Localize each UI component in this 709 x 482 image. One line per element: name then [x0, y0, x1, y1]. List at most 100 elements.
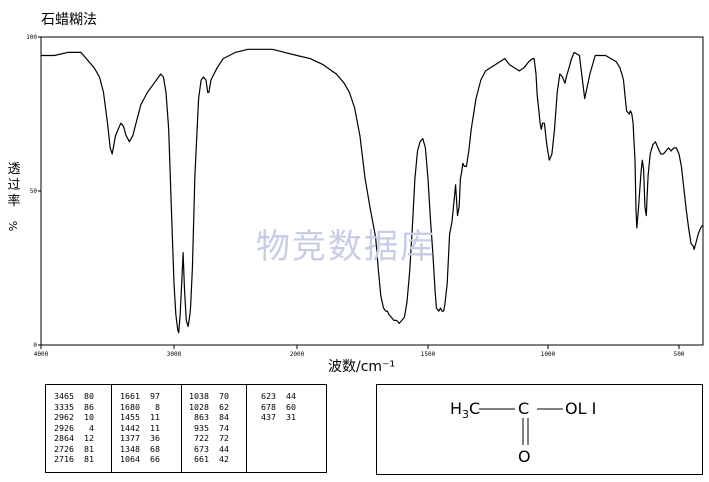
peak-table-row: 661 42 — [189, 454, 229, 465]
watermark-text: 物竞数据库 — [256, 227, 436, 267]
peak-table-divider — [181, 385, 182, 472]
peak-transmittance: 8 — [139, 401, 160, 412]
peak-transmittance: 10 — [73, 412, 94, 422]
peak-table-row: 1028 62 — [189, 402, 229, 413]
peak-transmittance: 11 — [139, 412, 160, 422]
peak-wavenumber: 673 — [189, 443, 209, 454]
peak-wavenumber: 1064 — [120, 454, 140, 464]
y-tick-label: 100 — [26, 34, 37, 41]
peak-table-row: 1661 97 — [120, 391, 160, 402]
peak-table: 3465 80 3335 86 2962 10 2926 4 2864 12 2726 8… — [45, 384, 327, 473]
peak-table-column: 1038 70 1028 62 863 84 935 74 722 72 673 … — [189, 391, 229, 465]
peak-wavenumber: 1038 — [189, 391, 209, 401]
peak-table-row: 1680 8 — [120, 402, 160, 413]
peak-table-row: 2726 81 — [54, 444, 94, 455]
peak-transmittance: 74 — [208, 422, 229, 433]
structure-subscript-3: 3 — [462, 408, 470, 422]
y-tick-label: 50 — [30, 188, 38, 195]
peak-wavenumber: 2926 — [54, 422, 74, 433]
peak-table-row: 1064 66 — [120, 454, 160, 465]
peak-wavenumber: 1680 — [120, 401, 140, 412]
peak-transmittance: 60 — [275, 401, 296, 412]
peak-wavenumber: 3335 — [54, 401, 74, 412]
peak-table-row: 3335 86 — [54, 402, 94, 413]
peak-transmittance: 66 — [139, 454, 160, 464]
peak-wavenumber: 2726 — [54, 443, 74, 454]
peak-table-row: 2716 81 — [54, 454, 94, 465]
peak-wavenumber: 623 — [256, 391, 276, 401]
peak-wavenumber: 1028 — [189, 401, 209, 412]
peak-transmittance: 31 — [275, 412, 296, 422]
spectrum-series-line — [41, 48, 704, 334]
peak-wavenumber: 2962 — [54, 412, 74, 422]
peak-table-column: 1661 97 1680 8 1455 11 1442 11 1377 36 1348 6… — [120, 391, 160, 465]
peak-table-divider — [246, 385, 247, 472]
peak-table-row: 935 74 — [189, 423, 229, 434]
peak-wavenumber: 661 — [189, 454, 209, 464]
peak-transmittance: 81 — [73, 454, 94, 464]
peak-table-row: 3465 80 — [54, 391, 94, 402]
peak-table-row: 2962 10 — [54, 412, 94, 423]
peak-wavenumber: 1442 — [120, 422, 140, 433]
peak-wavenumber: 1348 — [120, 443, 140, 454]
structure-oli: OL I — [565, 399, 597, 418]
peak-table-column: 3465 80 3335 86 2962 10 2926 4 2864 12 2726 8… — [54, 391, 94, 465]
peak-transmittance: 42 — [208, 454, 229, 464]
structure-h: H — [450, 399, 463, 418]
x-axis-label: 波数/cm⁻¹ — [328, 359, 396, 375]
peak-table-row: 673 44 — [189, 444, 229, 455]
peak-transmittance: 97 — [139, 391, 160, 401]
peak-table-row: 863 84 — [189, 412, 229, 423]
peak-table-row: 2864 12 — [54, 433, 94, 444]
structure-box: H3C C OL I O — [376, 384, 703, 475]
peak-transmittance: 36 — [139, 433, 160, 443]
peak-table-row: 722 72 — [189, 433, 229, 444]
peak-wavenumber: 1377 — [120, 433, 140, 443]
peak-table-row: 1455 11 — [120, 412, 160, 423]
plot-frame — [40, 36, 704, 346]
x-tick-label: 1500 — [421, 351, 436, 358]
peak-transmittance: 4 — [73, 422, 94, 433]
y-tick-label: 0 — [33, 342, 37, 349]
chart-title: 石蜡糊法 — [41, 12, 97, 28]
peak-table-row: 1348 68 — [120, 444, 160, 455]
peak-wavenumber: 935 — [189, 422, 209, 433]
peak-table-row: 2926 4 — [54, 423, 94, 434]
peak-table-row: 1442 11 — [120, 423, 160, 434]
structure-c1: C — [469, 399, 481, 418]
peak-transmittance: 44 — [275, 391, 296, 401]
peak-transmittance: 68 — [139, 443, 160, 454]
peak-transmittance: 11 — [139, 422, 160, 433]
peak-table-row: 437 31 — [256, 412, 296, 423]
peak-table-row: 1038 70 — [189, 391, 229, 402]
peak-wavenumber: 3465 — [54, 391, 74, 401]
x-tick-label: 2000 — [290, 351, 305, 358]
structure-o: O — [518, 447, 531, 466]
y-axis-label: 透过率 % — [6, 162, 22, 234]
peak-table-column: 623 44 678 60 437 31 — [256, 391, 296, 423]
structure-c2: C — [518, 399, 530, 418]
structure-h3c: H3C — [450, 399, 480, 421]
peak-table-row: 1377 36 — [120, 433, 160, 444]
peak-transmittance: 84 — [208, 412, 229, 422]
structure-bonds — [479, 408, 563, 445]
peak-transmittance: 62 — [208, 401, 229, 412]
peak-wavenumber: 2864 — [54, 433, 74, 443]
peak-wavenumber: 1661 — [120, 391, 140, 401]
peak-transmittance: 80 — [73, 391, 94, 401]
peak-wavenumber: 1455 — [120, 412, 140, 422]
peak-wavenumber: 722 — [189, 433, 209, 443]
x-tick-label: 3000 — [167, 351, 182, 358]
peak-table-divider — [111, 385, 112, 472]
peak-wavenumber: 678 — [256, 401, 276, 412]
x-tick-label: 500 — [674, 351, 685, 358]
x-tick-label: 4000 — [34, 351, 49, 358]
peak-transmittance: 70 — [208, 391, 229, 401]
peak-wavenumber: 437 — [256, 412, 276, 422]
y-axis-label-text: 透过率 — [7, 162, 21, 209]
peak-transmittance: 86 — [73, 401, 94, 412]
peak-wavenumber: 863 — [189, 412, 209, 422]
x-tick-label: 1000 — [541, 351, 556, 358]
